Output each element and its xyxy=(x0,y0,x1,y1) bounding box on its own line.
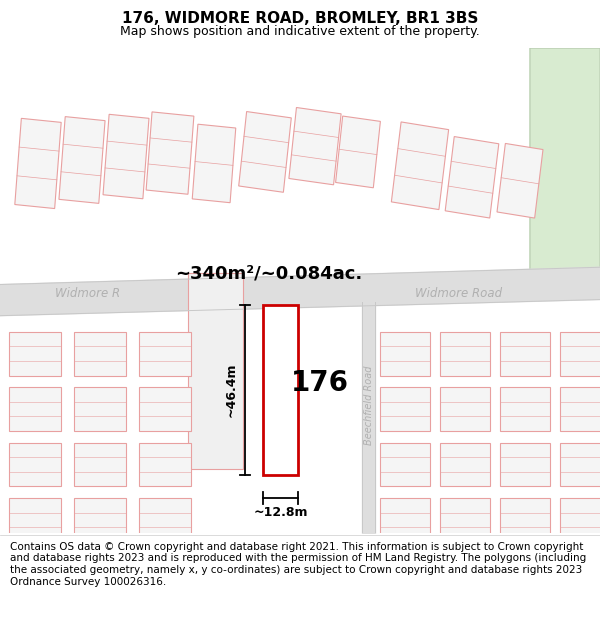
Polygon shape xyxy=(440,332,490,376)
Polygon shape xyxy=(139,387,191,431)
Text: Map shows position and indicative extent of the property.: Map shows position and indicative extent… xyxy=(120,24,480,38)
Polygon shape xyxy=(440,498,490,542)
Polygon shape xyxy=(139,498,191,542)
Polygon shape xyxy=(380,498,430,542)
Polygon shape xyxy=(187,273,242,469)
Polygon shape xyxy=(239,111,291,192)
Polygon shape xyxy=(440,442,490,486)
Polygon shape xyxy=(445,137,499,218)
Polygon shape xyxy=(192,124,236,202)
Text: ~12.8m: ~12.8m xyxy=(253,506,308,519)
Polygon shape xyxy=(74,387,126,431)
Polygon shape xyxy=(289,107,341,185)
Text: 176, WIDMORE ROAD, BROMLEY, BR1 3BS: 176, WIDMORE ROAD, BROMLEY, BR1 3BS xyxy=(122,11,478,26)
Text: Widmore R: Widmore R xyxy=(55,288,120,300)
Polygon shape xyxy=(9,498,61,542)
Text: Beechfield Road: Beechfield Road xyxy=(364,366,374,446)
Polygon shape xyxy=(440,387,490,431)
Text: 176: 176 xyxy=(291,369,349,397)
Polygon shape xyxy=(9,332,61,376)
Polygon shape xyxy=(560,442,600,486)
Polygon shape xyxy=(0,268,600,316)
Polygon shape xyxy=(380,387,430,431)
Polygon shape xyxy=(500,387,550,431)
Polygon shape xyxy=(335,116,380,188)
Polygon shape xyxy=(391,122,449,209)
Polygon shape xyxy=(497,144,543,218)
Polygon shape xyxy=(560,332,600,376)
Polygon shape xyxy=(139,442,191,486)
Text: ~340m²/~0.084ac.: ~340m²/~0.084ac. xyxy=(175,264,362,282)
Polygon shape xyxy=(9,442,61,486)
Polygon shape xyxy=(530,48,600,279)
Polygon shape xyxy=(560,498,600,542)
Polygon shape xyxy=(500,442,550,486)
Text: Contains OS data © Crown copyright and database right 2021. This information is : Contains OS data © Crown copyright and d… xyxy=(10,542,586,586)
Polygon shape xyxy=(15,118,61,209)
Polygon shape xyxy=(74,498,126,542)
Polygon shape xyxy=(146,112,194,194)
Polygon shape xyxy=(500,332,550,376)
Polygon shape xyxy=(9,387,61,431)
Text: ~46.4m: ~46.4m xyxy=(225,363,238,418)
Polygon shape xyxy=(380,332,430,376)
Polygon shape xyxy=(74,442,126,486)
Polygon shape xyxy=(139,332,191,376)
Polygon shape xyxy=(560,387,600,431)
Polygon shape xyxy=(103,114,149,199)
Text: Widmore Road: Widmore Road xyxy=(415,288,502,300)
Polygon shape xyxy=(380,442,430,486)
Polygon shape xyxy=(500,498,550,542)
Polygon shape xyxy=(74,332,126,376)
Polygon shape xyxy=(59,117,105,203)
Polygon shape xyxy=(263,305,298,475)
